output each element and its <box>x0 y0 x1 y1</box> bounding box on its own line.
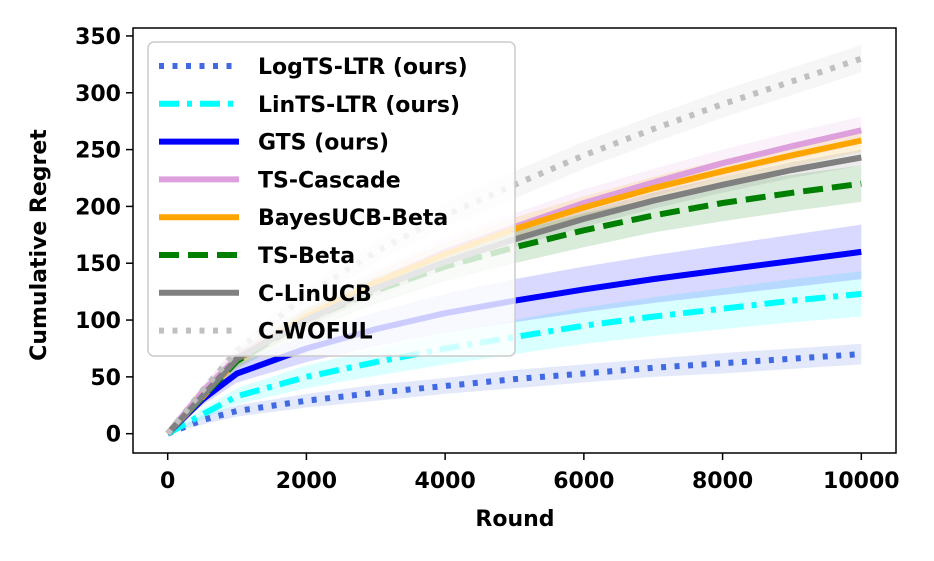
legend-label-logts-ltr-ours: LogTS-LTR (ours) <box>258 55 468 80</box>
x-tick-label: 8000 <box>692 469 753 494</box>
legend-label-gts-ours: GTS (ours) <box>258 131 389 156</box>
x-tick-label: 2000 <box>276 469 337 494</box>
y-tick-label: 0 <box>106 423 121 448</box>
y-axis-label: Cumulative Regret <box>27 129 52 361</box>
band-logts-ltr-ours <box>167 343 862 434</box>
plot-frame <box>132 27 897 454</box>
legend-label-ts-cascade: TS-Cascade <box>258 168 401 193</box>
axes: 0 2000 4000 6000 8000 10000 0 50 100 150 200 250 300… <box>75 25 900 494</box>
x-tick-label: 4000 <box>415 469 476 494</box>
legend: LogTS-LTR (ours) LinTS-LTR (ours) GTS (our… <box>147 41 516 357</box>
band-c-woful <box>167 45 862 434</box>
y-tick-label: 350 <box>75 25 121 50</box>
band-bayesucb-beta <box>167 129 862 434</box>
x-tick-label: 0 <box>160 469 175 494</box>
legend-label-ts-beta: TS-Beta <box>258 244 355 269</box>
line-lints-ltr-ours <box>166 290 862 437</box>
y-tick-label: 150 <box>75 252 121 277</box>
legend-box <box>147 41 516 357</box>
y-tick-label: 200 <box>75 195 121 220</box>
y-tick-label: 50 <box>90 366 121 391</box>
x-axis-label: Round <box>475 507 554 532</box>
legend-label-lints-ltr-ours: LinTS-LTR (ours) <box>258 93 460 118</box>
legend-label-bayesucb-beta: BayesUCB-Beta <box>258 206 448 231</box>
legend-label-c-woful: C-WOFUL <box>258 320 373 345</box>
y-tick-label: 300 <box>75 82 121 107</box>
y-tick-label: 250 <box>75 139 121 164</box>
band-c-linucb <box>167 149 862 434</box>
legend-label-c-linucb: C-LinUCB <box>258 282 372 307</box>
y-tick-label: 100 <box>75 309 121 334</box>
x-tick-label: 6000 <box>553 469 614 494</box>
x-tick-label: 10000 <box>823 469 900 494</box>
